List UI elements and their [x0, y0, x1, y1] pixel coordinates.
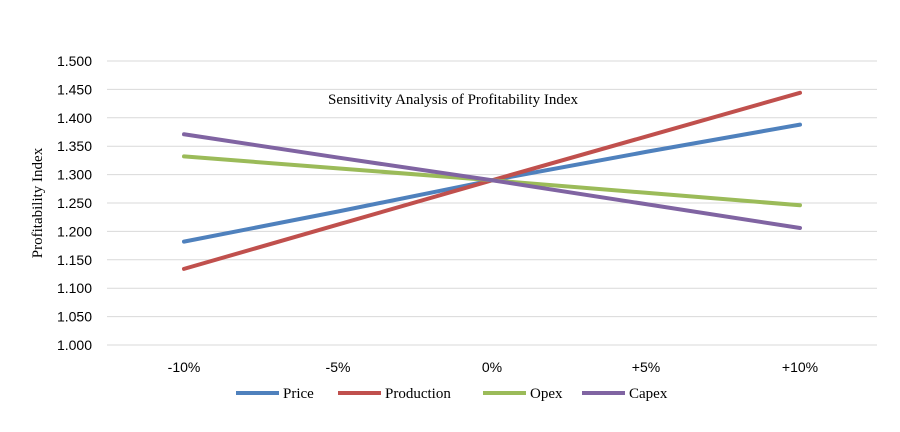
y-tick-label: 1.350: [57, 138, 92, 154]
x-tick-label: -10%: [168, 359, 201, 375]
legend-label: Capex: [629, 386, 668, 402]
x-tick-label: -5%: [326, 359, 351, 375]
grid-lines: [107, 60, 877, 346]
x-tick-label: +5%: [632, 359, 660, 375]
chart-title: Sensitivity Analysis of Profitability In…: [328, 92, 578, 108]
y-axis-ticks: 1.000 1.050 1.100 1.150 1.200 1.250 1.300 1.350…: [57, 53, 92, 353]
legend-label: Opex: [530, 386, 563, 402]
y-tick-label: 1.200: [57, 223, 92, 239]
y-tick-label: 1.500: [57, 53, 92, 69]
y-tick-label: 1.050: [57, 309, 92, 325]
x-tick-label: +10%: [782, 359, 818, 375]
y-tick-label: 1.000: [57, 337, 92, 353]
y-tick-label: 1.400: [57, 110, 92, 126]
y-axis-label: Profitability Index: [30, 147, 46, 258]
legend-item-price: Price: [236, 386, 314, 402]
legend-item-production: Production: [338, 386, 451, 402]
y-tick-label: 1.100: [57, 280, 92, 296]
series-lines: [182, 90, 802, 271]
legend: Price Production Opex Capex: [236, 386, 668, 402]
legend-item-opex: Opex: [483, 386, 563, 402]
y-tick-label: 1.250: [57, 195, 92, 211]
y-tick-label: 1.300: [57, 167, 92, 183]
x-axis-ticks: -10% -5% 0% +5% +10%: [168, 359, 818, 375]
x-tick-label: 0%: [482, 359, 502, 375]
y-tick-label: 1.150: [57, 252, 92, 268]
legend-item-capex: Capex: [582, 386, 668, 402]
series-line-capex: [182, 132, 802, 230]
y-tick-label: 1.450: [57, 81, 92, 97]
legend-label: Price: [283, 386, 314, 402]
series-line-price: [182, 122, 802, 244]
legend-label: Production: [385, 386, 451, 402]
